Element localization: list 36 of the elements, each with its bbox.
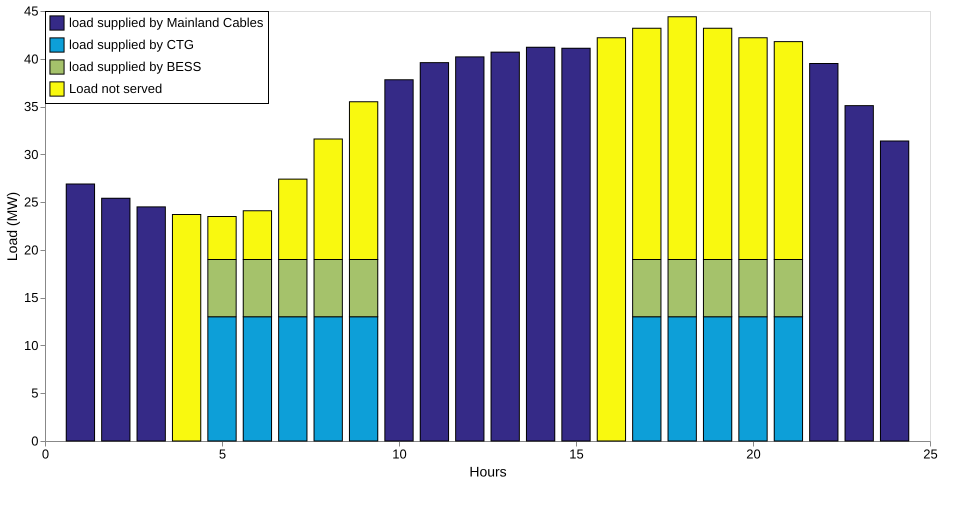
y-tick-label: 15 [24, 290, 38, 306]
y-tick-label: 0 [31, 434, 38, 448]
x-tick-label: 20 [746, 446, 761, 462]
x-axis-title: Hours [469, 464, 507, 480]
bar [384, 79, 414, 442]
legend-label: Load not served [69, 81, 162, 96]
bar [809, 63, 838, 442]
x-tick-label: 5 [218, 446, 226, 462]
bar [844, 105, 874, 442]
y-tick-label: 40 [24, 51, 38, 66]
bar [880, 140, 910, 442]
bar [490, 52, 520, 442]
legend-label: load supplied by CTG [69, 37, 194, 52]
x-tick-label: 0 [42, 446, 50, 462]
bar [172, 214, 202, 442]
legend-label: load supplied by BESS [69, 59, 202, 74]
y-tick-label: 30 [24, 146, 38, 162]
bar [455, 56, 484, 442]
y-tick-label: 45 [24, 4, 38, 18]
bar [596, 37, 626, 442]
bar [136, 206, 166, 442]
y-axis-title: Load (MW) [4, 192, 20, 262]
y-tick-label: 10 [24, 338, 38, 353]
bar [420, 62, 450, 442]
x-tick-label: 15 [569, 446, 584, 462]
x-tick-label: 10 [392, 446, 407, 462]
x-tick-label: 25 [923, 446, 938, 462]
y-tick-label: 25 [24, 194, 38, 210]
bar [66, 183, 96, 442]
y-tick-label: 20 [24, 242, 38, 258]
bar [101, 198, 130, 442]
legend-label: load supplied by Mainland Cables [69, 15, 264, 30]
y-tick-label: 5 [31, 386, 38, 401]
bar [561, 48, 591, 442]
y-tick-label: 35 [24, 99, 38, 114]
bar [526, 46, 556, 442]
